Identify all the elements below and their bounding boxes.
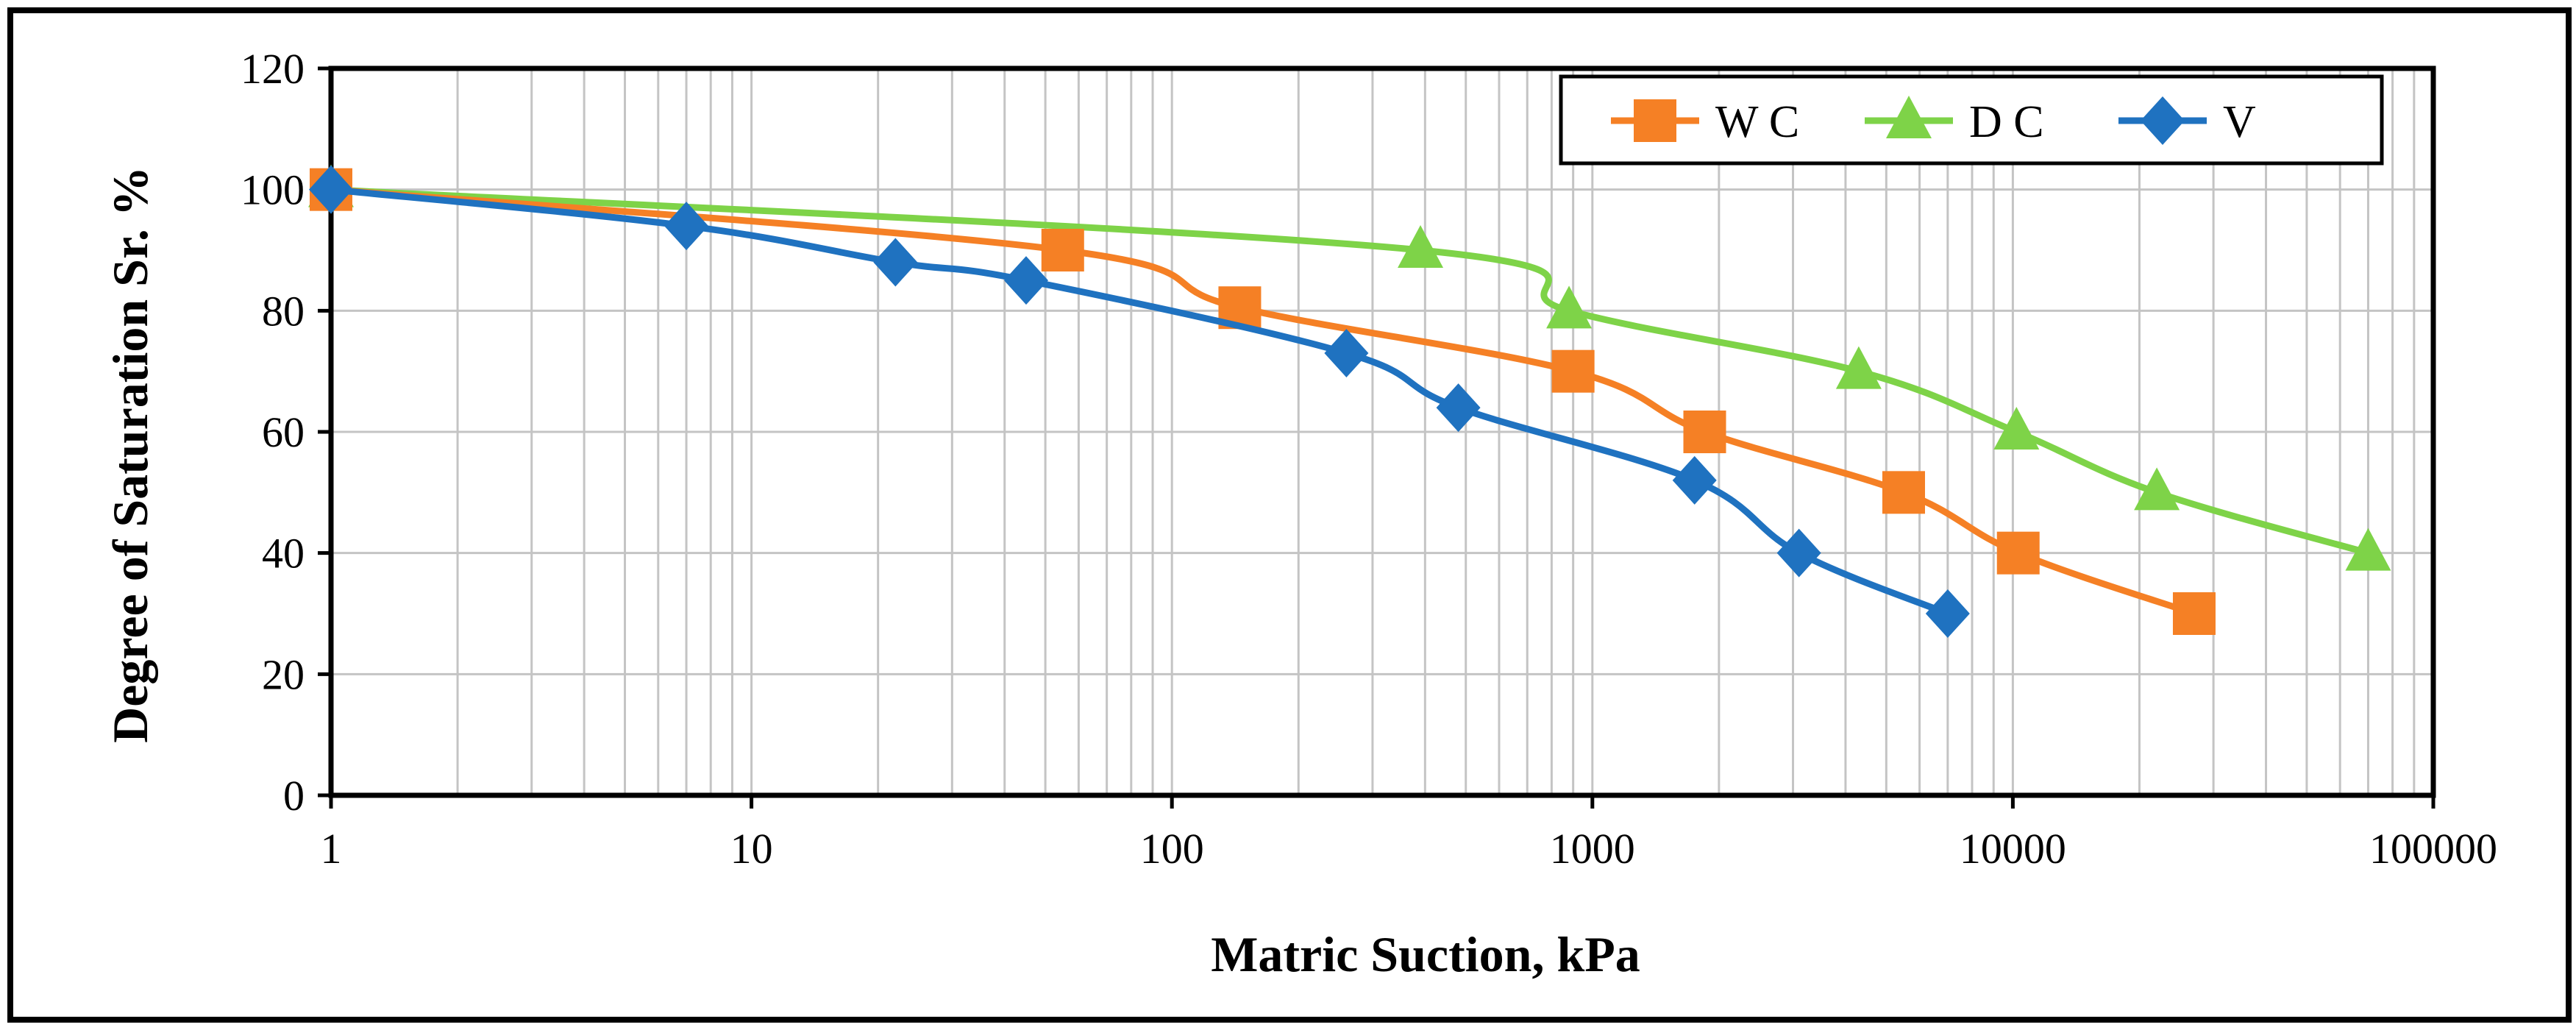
legend-item-dc: D C [1865, 96, 2044, 147]
data-point-dc [2134, 467, 2180, 511]
data-point-v [1003, 256, 1048, 305]
y-tick-label: 120 [241, 45, 305, 93]
series-v [309, 165, 1970, 638]
x-tick-label: 10 [730, 825, 773, 873]
series-line-v [330, 186, 1949, 617]
data-point-v [1436, 383, 1481, 433]
series-wc [310, 168, 2216, 635]
x-tick-label: 10000 [1960, 825, 2066, 873]
legend-marker-v [2141, 96, 2185, 145]
y-tick-label: 0 [283, 772, 305, 820]
data-point-dc [1546, 285, 1593, 329]
data-point-wc [1683, 411, 1726, 453]
y-axis-ticks: 0 20 40 60 80 100 120 [241, 45, 331, 820]
y-tick-label: 20 [262, 650, 305, 698]
data-point-v [309, 165, 353, 214]
data-point-wc [2172, 592, 2216, 635]
data-point-v [1925, 589, 1970, 638]
legend-label-v: V [2223, 97, 2256, 147]
legend-item-wc: W C [1611, 97, 1799, 147]
legend-label-wc: W C [1715, 97, 1799, 147]
data-point-dc [1398, 225, 1444, 268]
data-point-dc [1835, 346, 1882, 389]
data-point-wc [1882, 471, 1925, 514]
x-axis-ticks: 1 10 100 1000 10000 100000 [321, 795, 2497, 873]
gridlines [331, 67, 2433, 795]
y-tick-label: 60 [262, 408, 305, 456]
data-point-wc [1041, 229, 1084, 271]
legend-label-dc: D C [1969, 97, 2044, 147]
legend-marker-wc [1634, 99, 1676, 142]
series-line-wc [330, 186, 2196, 617]
data-point-wc [1996, 531, 2040, 575]
data-point-dc [2345, 528, 2391, 571]
data-point-v [1776, 528, 1821, 578]
data-point-v [1324, 328, 1369, 377]
x-tick-label: 1 [321, 825, 342, 873]
series-line-dc [330, 186, 2369, 556]
data-point-v [1672, 455, 1717, 505]
x-tick-label: 100000 [2369, 825, 2497, 873]
data-point-v [664, 202, 709, 251]
y-tick-label: 40 [262, 530, 305, 578]
legend-item-v: V [2118, 96, 2256, 147]
chart-frame [7, 7, 2572, 1023]
data-point-wc [1551, 349, 1595, 393]
x-tick-label: 100 [1140, 825, 1204, 873]
data-point-v [873, 238, 918, 287]
x-tick-label: 1000 [1550, 825, 1635, 873]
legend-marker-dc [1886, 96, 1932, 138]
x-axis-title: Matric Suction, kPa [1211, 926, 1640, 982]
y-axis-title: Degree of Saturation Sr. % [102, 166, 158, 743]
y-tick-label: 80 [262, 287, 305, 335]
y-tick-label: 100 [241, 166, 305, 214]
data-point-dc [1993, 407, 2040, 450]
series-layer [308, 164, 2391, 638]
